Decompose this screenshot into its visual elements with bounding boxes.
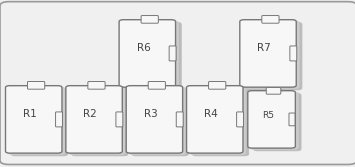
FancyBboxPatch shape: [246, 22, 302, 90]
FancyBboxPatch shape: [148, 81, 165, 89]
FancyBboxPatch shape: [251, 92, 298, 149]
Text: R1: R1: [23, 109, 37, 119]
FancyBboxPatch shape: [169, 46, 176, 61]
FancyBboxPatch shape: [119, 20, 175, 87]
FancyBboxPatch shape: [5, 86, 62, 153]
Text: R5: R5: [262, 111, 274, 120]
FancyBboxPatch shape: [243, 21, 299, 89]
FancyBboxPatch shape: [253, 93, 301, 151]
Text: R2: R2: [83, 109, 97, 119]
FancyBboxPatch shape: [88, 81, 105, 89]
Text: R6: R6: [137, 43, 151, 53]
FancyBboxPatch shape: [187, 86, 243, 153]
FancyBboxPatch shape: [55, 112, 62, 127]
FancyBboxPatch shape: [262, 16, 279, 23]
FancyBboxPatch shape: [122, 21, 178, 89]
FancyBboxPatch shape: [69, 87, 125, 154]
FancyBboxPatch shape: [11, 88, 67, 156]
FancyBboxPatch shape: [0, 2, 355, 164]
FancyBboxPatch shape: [289, 113, 295, 126]
FancyBboxPatch shape: [28, 81, 45, 89]
FancyBboxPatch shape: [240, 20, 296, 87]
FancyBboxPatch shape: [266, 88, 281, 94]
FancyBboxPatch shape: [129, 87, 185, 154]
FancyBboxPatch shape: [126, 86, 182, 153]
Text: R3: R3: [144, 109, 158, 119]
FancyBboxPatch shape: [9, 87, 65, 154]
FancyBboxPatch shape: [132, 88, 188, 156]
FancyBboxPatch shape: [66, 86, 122, 153]
FancyBboxPatch shape: [290, 46, 297, 61]
Text: R7: R7: [257, 43, 271, 53]
Text: R4: R4: [204, 109, 218, 119]
FancyBboxPatch shape: [141, 16, 158, 23]
FancyBboxPatch shape: [209, 81, 226, 89]
FancyBboxPatch shape: [125, 22, 181, 90]
FancyBboxPatch shape: [236, 112, 244, 127]
FancyBboxPatch shape: [116, 112, 123, 127]
FancyBboxPatch shape: [176, 112, 183, 127]
FancyBboxPatch shape: [190, 87, 246, 154]
FancyBboxPatch shape: [248, 91, 295, 148]
FancyBboxPatch shape: [72, 88, 128, 156]
FancyBboxPatch shape: [192, 88, 248, 156]
